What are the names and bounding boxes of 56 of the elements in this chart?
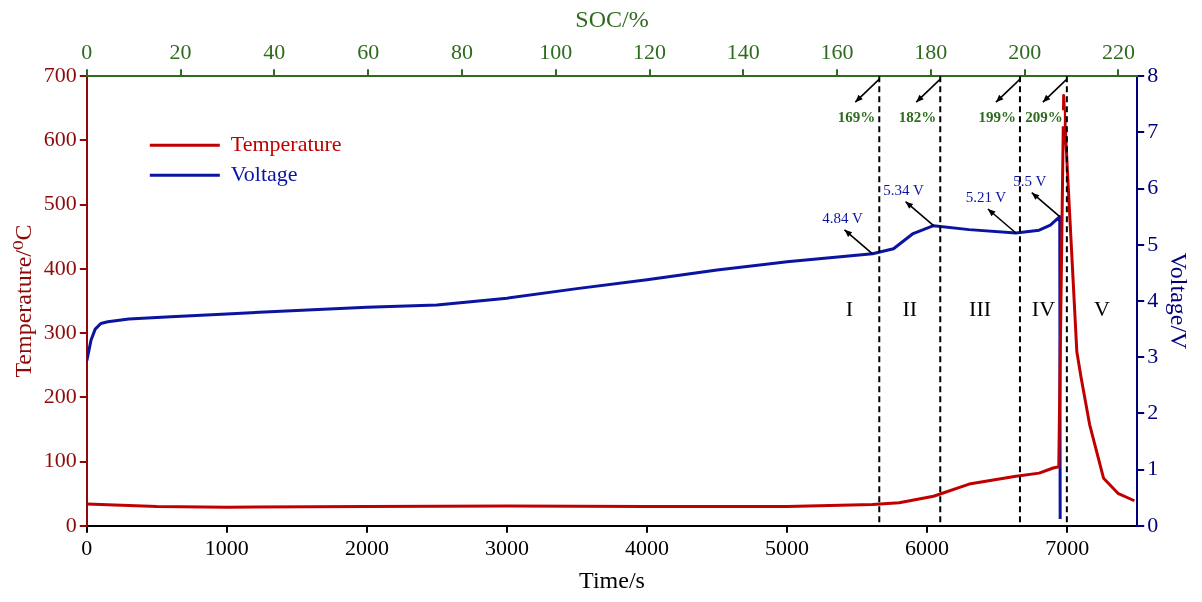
- text: Temperature: [230, 130, 342, 156]
- x-tick-label: 6000: [905, 534, 950, 560]
- annotation: V: [1094, 295, 1111, 321]
- y2-tick-label: 8: [1147, 61, 1159, 87]
- y2-tick-label: 6: [1147, 174, 1159, 200]
- x2-tick-label: 220: [1101, 38, 1135, 64]
- y-tick-label: 100: [43, 447, 77, 473]
- annotation: II: [902, 295, 918, 321]
- x2-tick-label: 180: [914, 38, 948, 64]
- data-label: 4.84 V: [822, 210, 863, 227]
- y2-axis-title: Voltage/V: [1166, 252, 1193, 351]
- x-tick-label: 3000: [484, 534, 529, 560]
- x2-tick-label: 140: [726, 38, 760, 64]
- x-tick-label: 2000: [344, 534, 389, 560]
- y-tick-label: 600: [43, 126, 77, 152]
- y2-tick-label: 4: [1147, 286, 1159, 312]
- annotation: III: [969, 295, 992, 321]
- y2-tick-label: 0: [1147, 511, 1159, 537]
- x-tick-label: 4000: [625, 534, 670, 560]
- x2-tick-label: 120: [633, 38, 667, 64]
- y-tick-label: 500: [43, 190, 77, 216]
- y2-tick-label: 3: [1147, 342, 1159, 368]
- ref-line-label: 209%: [1025, 109, 1063, 126]
- x2-tick-label: 100: [539, 38, 573, 64]
- x2-tick-label: 40: [263, 38, 286, 64]
- data-label: 5.21 V: [965, 189, 1007, 206]
- x2-tick-label: 60: [357, 38, 380, 64]
- y2-tick-label: 5: [1147, 230, 1159, 256]
- x2-tick-label: 200: [1008, 38, 1042, 64]
- x-tick-label: 1000: [204, 534, 249, 560]
- x2-axis-title: SOC/%: [575, 5, 649, 32]
- y-tick-label: 0: [65, 511, 77, 537]
- annotation: I: [845, 295, 853, 321]
- data-label: 5.5 V: [1013, 173, 1047, 190]
- ref-line-label: 182%: [898, 109, 937, 126]
- y2-tick-label: 1: [1147, 455, 1159, 481]
- x-tick-label: 7000: [1045, 534, 1090, 560]
- y-tick-label: 700: [43, 61, 77, 87]
- x2-tick-label: 160: [820, 38, 854, 64]
- y-tick-label: 300: [43, 318, 77, 344]
- y-tick-label: 200: [43, 383, 77, 409]
- y2-tick-label: 2: [1147, 399, 1159, 425]
- annotation: IV: [1031, 295, 1056, 321]
- ref-line-label: 169%: [837, 109, 876, 126]
- x-tick-label: 0: [81, 534, 93, 560]
- text: Voltage: [230, 160, 298, 186]
- y-tick-label: 400: [43, 254, 77, 280]
- ref-line-label: 199%: [978, 109, 1016, 126]
- x-tick-label: 5000: [765, 534, 810, 560]
- y-axis-title: Temperature/⁰C: [9, 224, 36, 378]
- x2-tick-label: 20: [169, 38, 192, 64]
- x-axis-title: Time/s: [579, 566, 645, 593]
- y2-tick-label: 7: [1147, 118, 1159, 144]
- data-label: 5.34 V: [883, 182, 925, 199]
- x2-tick-label: 80: [450, 38, 473, 64]
- x2-tick-label: 0: [81, 38, 93, 64]
